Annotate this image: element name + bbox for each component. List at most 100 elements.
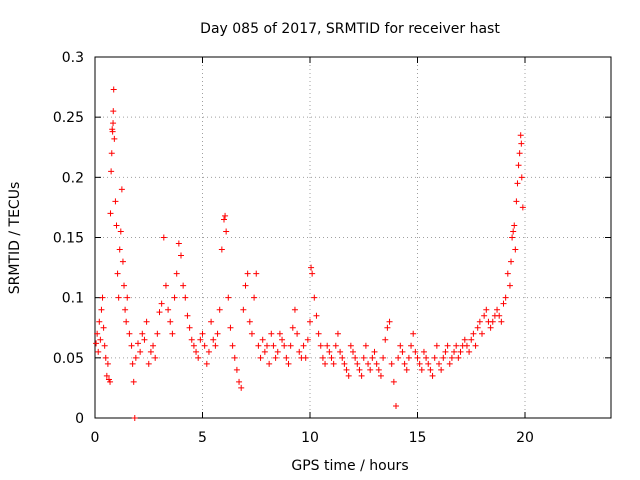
data-point [253, 270, 260, 277]
data-point [110, 120, 117, 127]
data-point [405, 354, 412, 361]
data-point [109, 128, 116, 135]
data-point [182, 294, 189, 301]
data-point [358, 372, 365, 379]
data-point [236, 378, 243, 385]
data-point [463, 342, 470, 349]
data-point [509, 234, 516, 241]
data-point [339, 354, 346, 361]
data-point [496, 312, 503, 319]
data-point [410, 330, 417, 337]
data-point [451, 348, 458, 355]
data-point [279, 336, 286, 343]
data-point [513, 198, 520, 205]
data-point [107, 378, 114, 385]
data-point [190, 342, 197, 349]
data-point [110, 108, 117, 115]
data-point [399, 348, 406, 355]
tick-labels: 0 0.05 0.1 0.15 0.2 0.25 0.3 0 5 10 15 20 [53, 50, 534, 446]
data-point [382, 336, 389, 343]
data-point [343, 366, 350, 373]
data-point [427, 366, 434, 373]
data-point [315, 330, 322, 337]
x-axis-label: GPS time / hours [291, 458, 408, 474]
data-point [218, 246, 225, 253]
data-point [369, 354, 376, 361]
data-point [375, 366, 382, 373]
data-point [425, 360, 432, 367]
data-point [107, 210, 114, 217]
data-point [246, 318, 253, 325]
x-tick-label: 15 [409, 430, 427, 446]
data-point [270, 342, 277, 349]
data-point [446, 360, 453, 367]
data-point [169, 330, 176, 337]
x-tick-label: 20 [516, 430, 534, 446]
data-point [308, 264, 315, 271]
data-point [113, 222, 120, 229]
data-point [317, 342, 324, 349]
data-point [115, 294, 122, 301]
data-point [466, 348, 473, 355]
data-point [231, 354, 238, 361]
data-point [365, 360, 372, 367]
data-point [248, 330, 255, 337]
data-point [380, 354, 387, 361]
data-point [386, 318, 393, 325]
data-point [103, 372, 110, 379]
data-point [208, 318, 215, 325]
data-point [388, 360, 395, 367]
data-point [319, 354, 326, 361]
data-point [121, 282, 128, 289]
data-point [390, 378, 397, 385]
data-point [123, 318, 130, 325]
data-point [356, 366, 363, 373]
data-point [287, 342, 294, 349]
data-point [330, 360, 337, 367]
data-point [423, 354, 430, 361]
data-point [408, 342, 415, 349]
data-point [516, 150, 523, 157]
data-point [203, 360, 210, 367]
data-point [93, 340, 100, 347]
data-point [117, 228, 124, 235]
data-point [122, 306, 129, 313]
data-point [214, 330, 221, 337]
data-point [337, 348, 344, 355]
data-point [442, 348, 449, 355]
data-point [448, 354, 455, 361]
chart-title: Day 085 of 2017, SRMTID for receiver has… [200, 21, 500, 37]
data-point [291, 306, 298, 313]
data-point [111, 135, 118, 142]
data-point [294, 330, 301, 337]
data-point [322, 360, 329, 367]
y-tick-label: 0.2 [62, 170, 84, 186]
data-point [514, 180, 521, 187]
data-point [345, 372, 352, 379]
data-point [468, 336, 475, 343]
data-point [221, 216, 227, 223]
data-point [498, 318, 505, 325]
data-point [347, 342, 354, 349]
data-point [94, 330, 101, 337]
data-point [104, 360, 111, 367]
data-point [205, 348, 212, 355]
data-point [143, 318, 150, 325]
data-point [510, 228, 517, 235]
data-point [481, 312, 488, 319]
data-point [112, 198, 119, 205]
y-axis-label: SRMTID / TECUs [7, 182, 23, 295]
data-point [371, 348, 378, 355]
grid-lines [95, 57, 611, 418]
data-point [259, 336, 266, 343]
data-point [302, 354, 309, 361]
data-point [222, 212, 229, 219]
data-point [244, 270, 251, 277]
data-point [483, 306, 490, 313]
data-point [393, 402, 399, 409]
data-point [384, 324, 391, 331]
data-point [266, 360, 273, 367]
data-point [334, 330, 341, 337]
data-point [504, 270, 511, 277]
